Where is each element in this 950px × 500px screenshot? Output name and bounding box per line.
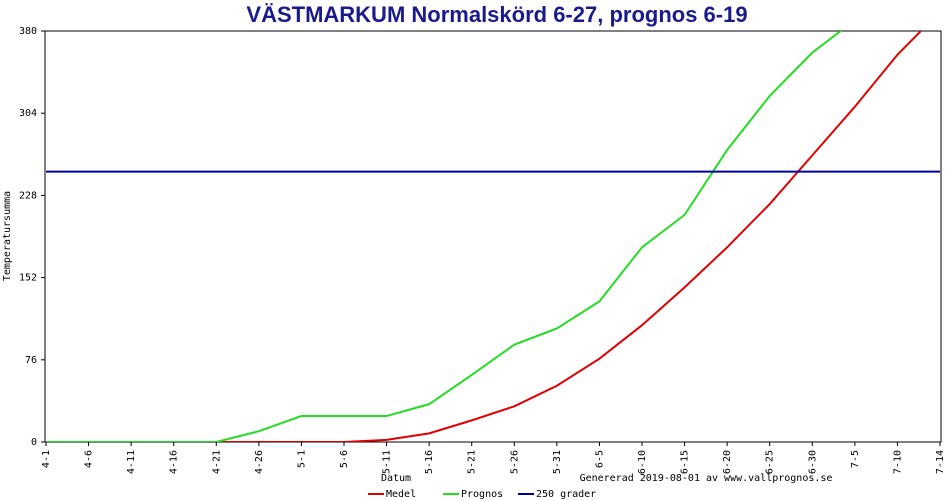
y-tick-label: 0 xyxy=(31,437,37,448)
x-tick-label: 4-6 xyxy=(84,450,95,468)
x-tick-label: 5-6 xyxy=(339,450,350,468)
plot-frame xyxy=(44,30,942,443)
chart-title: VÄSTMARKUM Normalskörd 6-27, prognos 6-1… xyxy=(246,2,747,27)
x-tick-label: 7-10 xyxy=(892,450,903,474)
x-tick-label: 4-11 xyxy=(126,450,137,474)
x-tick-label: 4-26 xyxy=(254,450,265,474)
legend-label: 250 grader xyxy=(536,489,596,500)
legend-label: Medel xyxy=(386,489,416,500)
series-line xyxy=(46,31,923,442)
x-tick-label: 7-5 xyxy=(850,450,861,468)
x-tick-label: 5-11 xyxy=(382,450,393,474)
series-line xyxy=(46,31,843,442)
x-tick-label: 6-25 xyxy=(765,450,776,474)
x-tick-label: 6-30 xyxy=(807,450,818,474)
x-tick-label: 4-1 xyxy=(41,450,52,468)
y-axis-label: Temperatursumma xyxy=(2,191,13,281)
x-tick-label: 6-10 xyxy=(637,450,648,474)
x-tick-label: 6-5 xyxy=(594,450,605,468)
y-tick-label: 380 xyxy=(19,26,37,37)
x-axis-label: Datum xyxy=(381,473,411,484)
x-tick-label: 7-14 xyxy=(935,450,946,474)
y-tick-label: 152 xyxy=(19,273,37,284)
x-tick-label: 5-21 xyxy=(467,450,478,474)
y-tick-label: 76 xyxy=(25,355,37,366)
x-tick-label: 4-16 xyxy=(169,450,180,474)
x-tick-label: 5-26 xyxy=(509,450,520,474)
y-tick-label: 228 xyxy=(19,190,37,201)
x-tick-label: 4-21 xyxy=(211,450,222,474)
x-tick-label: 5-1 xyxy=(296,450,307,468)
footer: Genererad 2019-08-01 av www.vallprognos.… xyxy=(580,473,833,484)
x-tick-label: 5-31 xyxy=(552,450,563,474)
y-tick-label: 304 xyxy=(19,108,37,119)
x-tick-label: 6-15 xyxy=(680,450,691,474)
x-tick-label: 6-20 xyxy=(722,450,733,474)
x-tick-label: 5-16 xyxy=(424,450,435,474)
legend-label: Prognos xyxy=(461,489,503,500)
